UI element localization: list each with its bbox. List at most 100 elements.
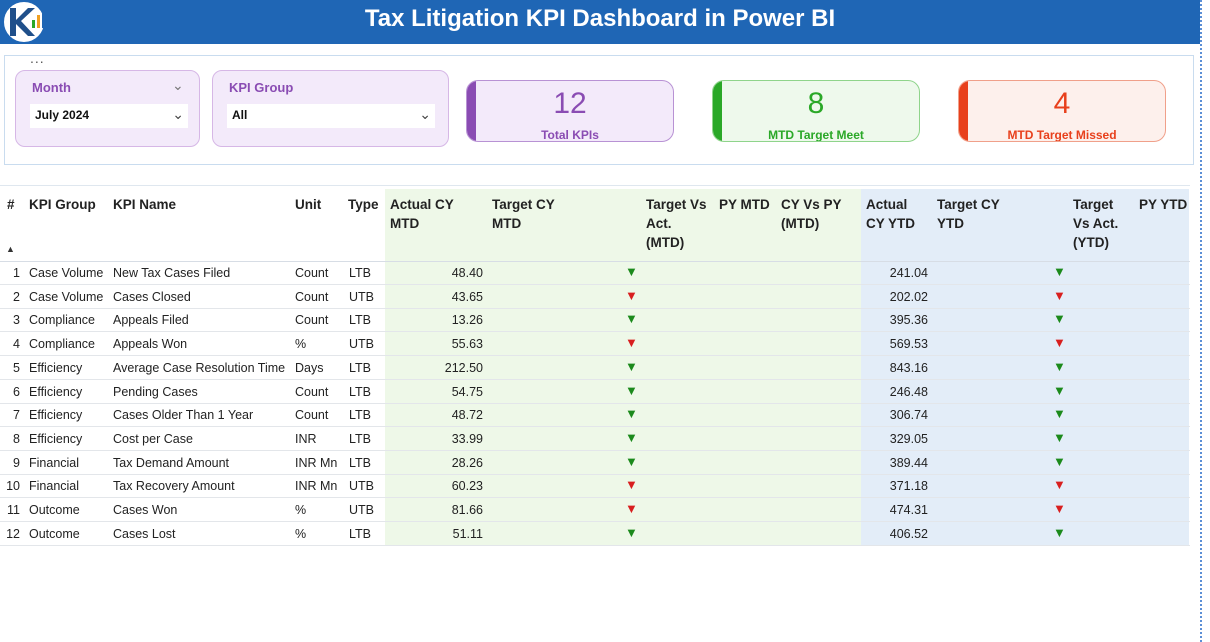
- col-header-target-cy-ytd[interactable]: Target CY YTD: [937, 195, 1000, 233]
- chevron-down-icon[interactable]: ⌄: [172, 77, 184, 93]
- header-divider: [0, 261, 1190, 262]
- kpi-group-cell: Efficiency: [29, 431, 83, 446]
- ytd-target-missed-icon: ▼: [1053, 477, 1066, 493]
- type-cell: UTB: [349, 503, 374, 517]
- header-line: Target CY: [937, 197, 1000, 212]
- actual-cy-mtd-cell: 51.11: [452, 526, 483, 541]
- header-line: CY YTD: [866, 216, 916, 231]
- mtd-target-meet-label: MTD Target Meet: [768, 128, 864, 142]
- table-row[interactable]: 4 Compliance Appeals Won% UTB 55.63 569.53 ▼ ▼: [0, 333, 1190, 357]
- kpi-group-cell: Financial: [29, 455, 80, 470]
- row-number: 4: [13, 337, 20, 352]
- kpi-group-slicer[interactable]: KPI Group All ⌄: [212, 70, 449, 147]
- table-row[interactable]: 1 Case Volume New Tax Cases Filed Count LTB 4…: [0, 262, 1190, 285]
- table-row[interactable]: 7 Efficiency Cases Older Than 1 Year Count L…: [0, 404, 1190, 428]
- type-cell: UTB: [349, 337, 374, 352]
- kpi-name-cell: Cases Closed: [113, 289, 191, 304]
- header-line: Vs Act.: [1073, 216, 1119, 231]
- kpi-name-cell: Tax Recovery Amount: [113, 479, 235, 494]
- row-number: 9: [13, 455, 20, 470]
- kpi-group-cell: Compliance: [29, 337, 96, 352]
- type-cell: UTB: [349, 289, 374, 304]
- mtd-target-missed-icon: ▼: [625, 477, 638, 493]
- table-row[interactable]: 5 Efficiency Average Case Resolution Time D…: [0, 357, 1190, 380]
- type-cell: LTB: [349, 313, 371, 328]
- company-logo-icon: [2, 0, 46, 42]
- unit-cell: Count: [295, 384, 329, 399]
- type-cell: LTB: [349, 360, 371, 375]
- kpi-group-dropdown[interactable]: All ⌄: [227, 104, 435, 128]
- type-cell: LTB: [349, 526, 371, 541]
- col-header-kpi-name[interactable]: KPI Name: [113, 197, 177, 212]
- unit-cell: Days: [295, 360, 324, 375]
- unit-cell: %: [295, 337, 307, 352]
- header-line: Target CY: [492, 197, 555, 212]
- month-dropdown[interactable]: July 2024 ⌄: [30, 104, 188, 128]
- mtd-target-met-icon: ▼: [625, 358, 638, 374]
- header-line: (MTD): [646, 235, 685, 250]
- mtd-target-meet-card: 8 MTD Target Meet: [712, 80, 920, 142]
- unit-cell: INR Mn: [295, 455, 338, 470]
- mtd-target-met-icon: ▼: [625, 311, 638, 327]
- table-row[interactable]: 2 Case Volume Cases Closed Count UTB 43.65 202…: [0, 286, 1190, 309]
- ytd-target-met-icon: ▼: [1053, 429, 1066, 445]
- unit-cell: INR Mn: [295, 479, 338, 494]
- ytd-target-met-icon: ▼: [1053, 524, 1066, 540]
- table-row[interactable]: 12 Outcome Cases Lost% LTB 51.11 406.52 ▼ ▼: [0, 523, 1190, 546]
- ytd-target-met-icon: ▼: [1053, 453, 1066, 469]
- kpi-name-cell: Cost per Case: [113, 431, 193, 446]
- kpi-group-cell: Outcome: [29, 503, 80, 517]
- table-row[interactable]: 6 Efficiency Pending Cases Count LTB 54.75 246…: [0, 381, 1190, 404]
- actual-cy-mtd-cell: 54.75: [451, 384, 483, 399]
- sort-ascending-icon[interactable]: ▲: [6, 244, 15, 254]
- unit-cell: %: [295, 503, 307, 517]
- mtd-target-missed-label: MTD Target Missed: [1007, 128, 1117, 142]
- col-header-target-vs-act-mtd[interactable]: Target Vs Act. (MTD): [646, 195, 707, 252]
- col-header-target-cy-mtd[interactable]: Target CY MTD: [492, 195, 555, 233]
- table-row[interactable]: 11 Outcome Cases Won% UTB 81.66 474.31 ▼ ▼: [0, 499, 1190, 522]
- table-row[interactable]: 10 Financial Tax Recovery Amount INR Mn UTB 6…: [0, 475, 1190, 499]
- col-header-cy-vs-py-mtd[interactable]: CY Vs PY (MTD): [781, 195, 842, 233]
- col-header-target-vs-act-ytd[interactable]: Target Vs Act. (YTD): [1073, 195, 1118, 252]
- row-number: 2: [13, 289, 20, 304]
- mtd-target-meet-value: 8: [807, 87, 825, 120]
- col-header-number[interactable]: #: [7, 197, 15, 212]
- kpi-group-cell: Compliance: [29, 313, 96, 328]
- col-header-unit[interactable]: Unit: [295, 197, 322, 212]
- type-cell: LTB: [349, 266, 371, 280]
- col-header-actual-cy-ytd[interactable]: Actual CY YTD: [866, 195, 915, 233]
- unit-cell: Count: [295, 266, 329, 280]
- kpi-name-cell: Tax Demand Amount: [113, 455, 230, 470]
- col-header-actual-cy-mtd[interactable]: Actual CY MTD: [390, 195, 454, 233]
- card-accent-bar: [959, 81, 968, 141]
- actual-cy-mtd-cell: 48.40: [451, 266, 483, 280]
- actual-cy-mtd-cell: 43.65: [451, 289, 483, 304]
- mtd-target-missed-icon: ▼: [625, 335, 638, 351]
- col-header-py-ytd[interactable]: PY YTD: [1139, 197, 1188, 212]
- mtd-target-missed-card: 4 MTD Target Missed: [958, 80, 1166, 142]
- table-row[interactable]: 8 Efficiency Cost per Case INR LTB 33.99 329.0…: [0, 428, 1190, 451]
- kpi-group-cell: Case Volume: [29, 266, 104, 280]
- ytd-target-met-icon: ▼: [1053, 311, 1066, 327]
- card-accent-bar: [713, 81, 722, 141]
- dropdown-arrow-icon[interactable]: ⌄: [172, 106, 184, 122]
- actual-cy-mtd-cell: 28.26: [451, 455, 483, 470]
- title-banner: Tax Litigation KPI Dashboard in Power BI: [0, 0, 1200, 44]
- ytd-target-met-icon: ▼: [1053, 264, 1066, 279]
- row-number: 1: [13, 266, 20, 280]
- card-accent-bar: [467, 81, 476, 141]
- kpi-name-cell: New Tax Cases Filed: [113, 266, 231, 280]
- mtd-target-met-icon: ▼: [625, 524, 638, 540]
- more-options-icon[interactable]: ...: [30, 50, 45, 66]
- kpi-name-cell: Appeals Filed: [113, 313, 189, 328]
- table-row[interactable]: 9 Financial Tax Demand Amount INR Mn LTB 28.2…: [0, 452, 1190, 475]
- actual-cy-mtd-cell: 81.66: [451, 503, 483, 517]
- col-header-type[interactable]: Type: [348, 197, 379, 212]
- col-header-kpi-group[interactable]: KPI Group: [29, 197, 96, 212]
- actual-cy-mtd-cell: 60.23: [451, 479, 483, 494]
- month-slicer[interactable]: Month ⌄ July 2024 ⌄: [15, 70, 200, 147]
- actual-cy-ytd-cell: 241.04: [889, 266, 928, 280]
- table-row[interactable]: 3 Compliance Appeals Filed Count LTB 13.26 395…: [0, 309, 1190, 333]
- dropdown-arrow-icon[interactable]: ⌄: [419, 106, 431, 122]
- col-header-py-mtd[interactable]: PY MTD: [719, 197, 770, 212]
